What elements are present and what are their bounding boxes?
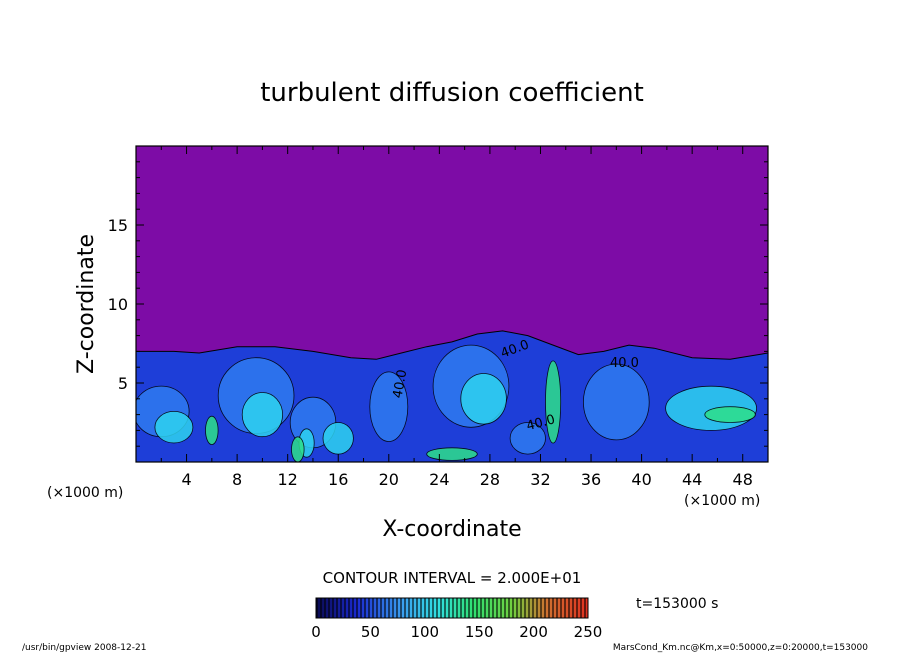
x-tick-label: 48: [733, 470, 753, 489]
eddy-blob: [509, 422, 546, 455]
eddy-blob: [582, 363, 650, 441]
x-tick-label: 44: [682, 470, 702, 489]
x-tick-label: 8: [232, 470, 242, 489]
y-axis-ticks: 5 10 15: [108, 145, 768, 463]
eddy-blob: [460, 373, 507, 425]
chart-title: turbulent diffusion coefficient: [260, 78, 644, 108]
eddy-blob: [369, 371, 409, 442]
colorbar-ticks: 0 50 100 150 200 250: [311, 623, 602, 641]
x-axis-unit: (×1000 m): [684, 493, 760, 509]
colorbar: 0 50 100 150 200 250: [311, 597, 602, 641]
time-label: t=153000 s: [636, 596, 718, 612]
x-tick-label: 28: [480, 470, 500, 489]
eddy-blob: [291, 436, 305, 462]
colorbar-tick-label: 100: [410, 623, 439, 641]
eddy-blob: [426, 447, 478, 461]
x-tick-label: 24: [429, 470, 449, 489]
x-axis-label: X-coordinate: [382, 517, 521, 542]
y-axis-unit: (×1000 m): [47, 485, 123, 501]
contour-label: 40.0: [610, 356, 639, 371]
eddy-blob: [704, 406, 756, 423]
colorbar-tick-label: 50: [361, 623, 380, 641]
x-tick-label: 40: [631, 470, 651, 489]
y-tick-label: 5: [118, 374, 128, 393]
colorbar-tick-label: 200: [519, 623, 548, 641]
contour-interval-label: CONTOUR INTERVAL = 2.000E+01: [323, 569, 582, 587]
colorbar-tick-label: 250: [574, 623, 603, 641]
colorbar-tick-label: 0: [311, 623, 321, 641]
contour-label: 40.0: [391, 368, 411, 399]
x-tick-label: 32: [530, 470, 550, 489]
footer-left: /usr/bin/gpview 2008-12-21: [22, 643, 146, 653]
eddy-blob: [205, 415, 219, 445]
footer-right: MarsCond_Km.nc@Km,x=0:50000,z=0:20000,t=…: [613, 643, 868, 653]
y-tick-label: 15: [108, 216, 128, 235]
eddy-blob: [322, 422, 354, 455]
y-axis-label: Z-coordinate: [74, 234, 99, 374]
x-tick-label: 4: [181, 470, 191, 489]
x-tick-label: 16: [328, 470, 348, 489]
x-tick-label: 20: [379, 470, 399, 489]
contour-label: 40.0: [525, 412, 557, 434]
x-tick-label: 12: [278, 470, 298, 489]
colorbar-tick-label: 150: [465, 623, 494, 641]
eddy-blob: [154, 411, 194, 444]
y-tick-label: 10: [108, 295, 128, 314]
layer-top-contour: [136, 330, 768, 360]
x-tick-label: 36: [581, 470, 601, 489]
eddy-blob: [545, 360, 562, 444]
plot-area: 40.040.040.040.0: [136, 146, 768, 462]
x-axis-ticks: 4 8 12 16 20 24 28 32 36 40 44 48: [135, 146, 769, 489]
eddy-blob: [241, 392, 283, 438]
